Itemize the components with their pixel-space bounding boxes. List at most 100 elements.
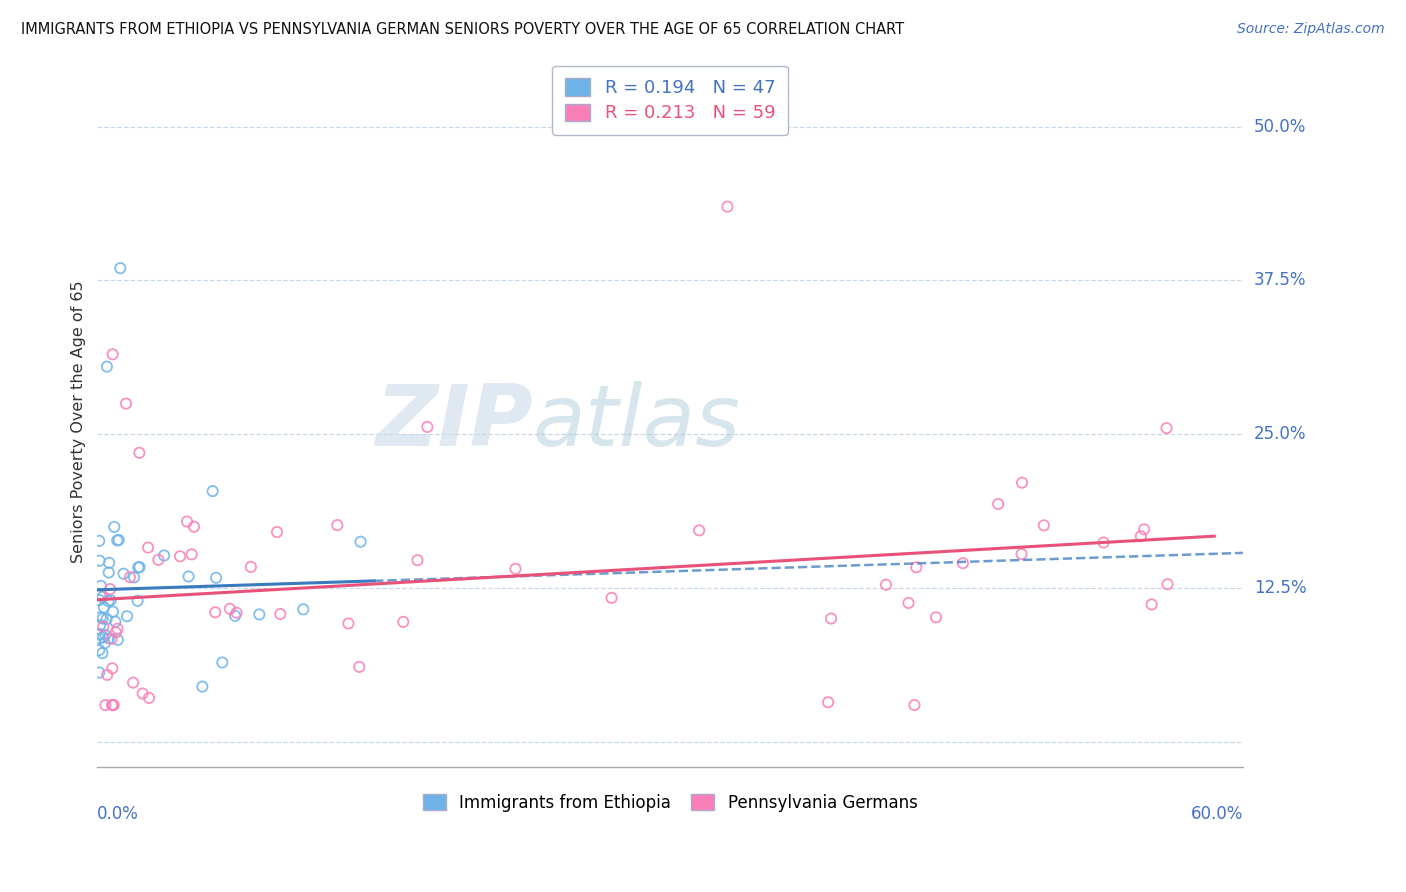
Text: Source: ZipAtlas.com: Source: ZipAtlas.com [1237,22,1385,37]
Point [1011,547,1033,561]
Point [820,611,842,625]
Point [91,612,114,626]
Point [211,656,233,670]
Point [90,579,112,593]
Point [107,622,129,636]
Point [406,553,429,567]
Point [169,549,191,564]
Point [94,628,117,642]
Point [104,615,127,629]
Point [416,420,439,434]
Point [115,609,138,624]
Point [96,668,118,682]
Point [131,686,153,700]
Point [266,524,288,539]
Point [91,590,114,604]
Point [925,610,948,624]
Point [952,556,974,570]
Point [96,612,118,626]
Point [204,605,226,619]
Point [103,520,125,534]
Point [247,607,270,622]
Point [128,446,150,460]
Point [91,620,114,634]
Point [89,627,111,641]
Text: 0.0%: 0.0% [97,805,139,823]
Text: IMMIGRANTS FROM ETHIOPIA VS PENNSYLVANIA GERMAN SENIORS POVERTY OVER THE AGE OF : IMMIGRANTS FROM ETHIOPIA VS PENNSYLVANIA… [21,22,904,37]
Point [505,562,527,576]
Point [1156,577,1178,591]
Point [101,661,124,675]
Point [349,534,371,549]
Point [89,554,111,568]
Point [903,698,925,712]
Point [176,515,198,529]
Text: 25.0%: 25.0% [1254,425,1306,443]
Point [89,618,111,632]
Point [100,632,122,646]
Point [177,569,200,583]
Point [392,615,415,629]
Point [89,665,111,680]
Text: atlas: atlas [533,381,741,464]
Point [180,547,202,561]
Point [98,582,121,596]
Point [875,577,897,591]
Legend: Immigrants from Ethiopia, Pennsylvania Germans: Immigrants from Ethiopia, Pennsylvania G… [415,786,927,821]
Point [1133,522,1156,536]
Point [1092,535,1115,549]
Point [905,560,928,574]
Point [89,593,111,607]
Point [153,549,176,563]
Point [100,593,122,607]
Text: 60.0%: 60.0% [1191,805,1243,823]
Point [1129,529,1152,543]
Point [94,636,117,650]
Point [98,632,121,646]
Point [115,396,138,410]
Point [91,631,114,645]
Point [1011,475,1033,490]
Y-axis label: Seniors Poverty Over the Age of 65: Seniors Poverty Over the Age of 65 [72,281,86,564]
Point [94,698,117,712]
Point [89,632,111,646]
Point [89,643,111,657]
Point [201,484,224,499]
Point [103,698,125,712]
Point [112,566,135,581]
Point [326,518,349,533]
Point [104,625,127,640]
Point [105,533,128,548]
Point [292,602,315,616]
Point [97,566,120,580]
Point [817,695,839,709]
Point [1156,421,1178,435]
Point [96,359,118,374]
Point [716,200,738,214]
Point [987,497,1010,511]
Text: ZIP: ZIP [375,381,533,464]
Point [97,594,120,608]
Point [337,616,360,631]
Point [148,553,170,567]
Point [269,607,291,621]
Point [101,347,124,361]
Point [225,606,247,620]
Point [122,570,145,584]
Point [218,602,240,616]
Point [98,556,121,570]
Point [101,698,124,712]
Text: 50.0%: 50.0% [1254,118,1306,136]
Point [101,698,124,712]
Point [136,541,159,555]
Text: 37.5%: 37.5% [1254,271,1306,290]
Text: 12.5%: 12.5% [1254,579,1306,597]
Point [224,608,246,623]
Point [349,660,371,674]
Point [1140,598,1163,612]
Point [688,524,710,538]
Point [107,533,129,547]
Point [191,680,214,694]
Point [122,675,145,690]
Point [1032,518,1054,533]
